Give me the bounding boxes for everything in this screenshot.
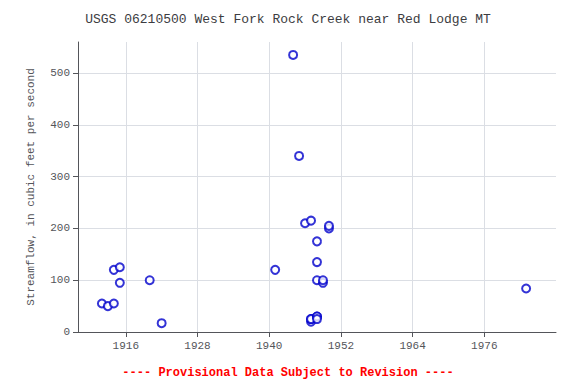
svg-text:300: 300: [50, 171, 70, 183]
svg-text:1952: 1952: [328, 340, 354, 352]
svg-text:400: 400: [50, 119, 70, 131]
svg-text:100: 100: [50, 274, 70, 286]
svg-text:1964: 1964: [399, 340, 426, 352]
svg-text:500: 500: [50, 67, 70, 79]
svg-text:1976: 1976: [471, 340, 497, 352]
svg-text:1916: 1916: [113, 340, 139, 352]
svg-text:1928: 1928: [184, 340, 210, 352]
svg-text:---- Provisional Data Subject: ---- Provisional Data Subject to Revisio…: [122, 366, 453, 380]
svg-text:USGS 06210500 West Fork Rock C: USGS 06210500 West Fork Rock Creek near …: [85, 12, 491, 27]
svg-text:Streamflow, in cubic feet per: Streamflow, in cubic feet per second: [25, 68, 37, 306]
svg-text:200: 200: [50, 222, 70, 234]
svg-text:1940: 1940: [256, 340, 282, 352]
svg-text:0: 0: [63, 326, 70, 338]
